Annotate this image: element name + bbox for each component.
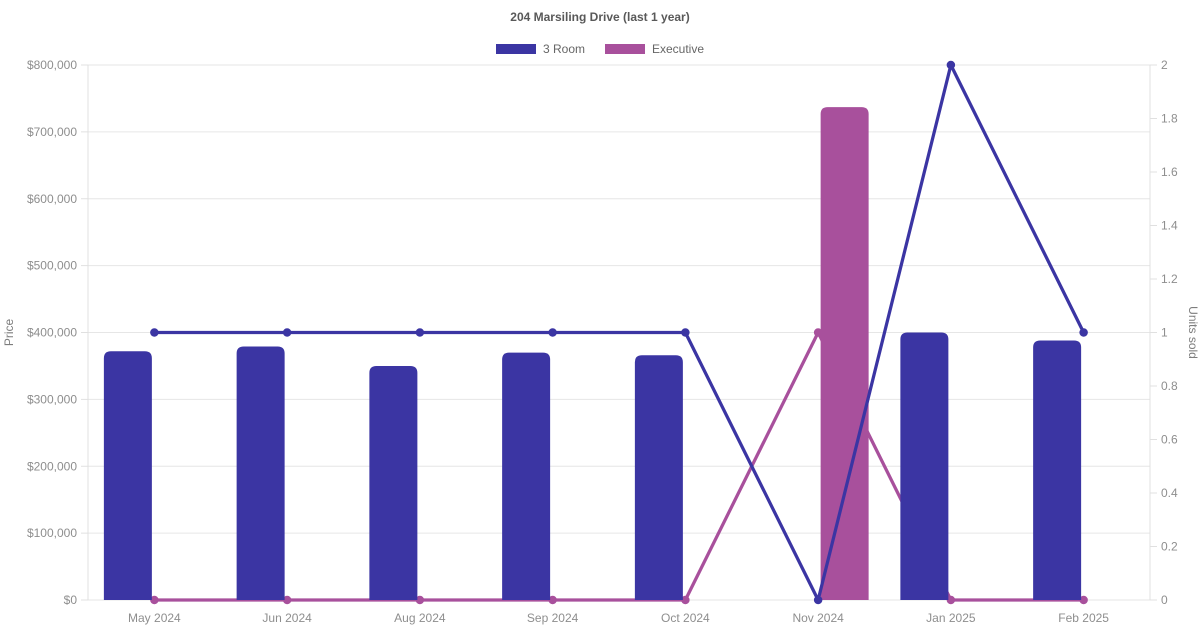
y2-axis-tick-label: 0 [1161,593,1168,607]
bar-3-room [236,346,285,600]
legend-item-3-room[interactable]: 3 Room [495,42,585,56]
x-axis-tick-label: Sep 2024 [527,611,579,625]
chart-title: 204 Marsiling Drive (last 1 year) [510,10,690,24]
point-executive [813,328,823,337]
point-executive [415,595,425,605]
point-executive [946,595,956,605]
bar-3-room [900,332,949,600]
x-axis-tick-label: Aug 2024 [394,611,446,625]
y2-axis-tick-label: 1.8 [1161,112,1178,126]
y2-axis-tick-label: 1.4 [1161,219,1178,233]
y-axis-tick-label: $200,000 [27,459,77,473]
y-axis-tick-label: $500,000 [27,259,77,273]
right-axis-title: Units sold [1186,306,1200,359]
y2-axis-tick-label: 1.6 [1161,165,1178,179]
point-3-room [415,328,425,337]
point-3-room [681,328,690,337]
legend-swatch-3-room [495,44,536,54]
x-axis-tick-label: Oct 2024 [661,611,710,625]
y-axis-tick-label: $100,000 [27,526,77,540]
left-axis-title: Price [2,319,16,347]
y-axis-tick-label: $700,000 [27,125,77,139]
y2-axis-tick-label: 2 [1161,58,1168,72]
point-3-room [150,328,159,337]
bar-3-room [103,351,152,600]
x-axis-tick-label: May 2024 [128,611,181,625]
y2-axis-tick-label: 0.2 [1161,540,1178,554]
bar-3-room [502,352,551,600]
legend-item-executive[interactable]: Executive [605,42,704,56]
point-3-room [1079,328,1088,337]
chart-legend: 3 Room Executive [0,42,1200,56]
legend-label-3-room: 3 Room [542,42,585,56]
y2-axis-tick-label: 1.2 [1161,272,1178,286]
bar-executive [820,107,869,600]
point-3-room [946,60,956,70]
legend-label-executive: Executive [652,42,705,56]
point-executive [681,595,690,605]
point-executive [548,595,557,605]
y-axis-tick-label: $800,000 [27,58,77,72]
point-3-room [548,328,557,337]
y2-axis-tick-label: 0.4 [1161,486,1178,500]
y-axis-tick-label: $0 [64,593,78,607]
x-axis-tick-label: Nov 2024 [792,611,844,625]
y2-axis-tick-label: 1 [1161,326,1168,340]
y-axis-tick-label: $300,000 [27,392,77,406]
x-axis-tick-label: Jan 2025 [926,611,976,625]
bar-3-room [1033,340,1082,600]
bar-3-room [634,355,683,600]
point-executive [150,595,159,605]
x-axis-tick-label: Jun 2024 [262,611,312,625]
point-executive [1079,595,1088,605]
line-3-room [152,63,1086,602]
bar-3-room [369,365,418,600]
y2-axis-tick-label: 0.8 [1161,379,1178,393]
point-executive [282,595,292,605]
y-axis-tick-label: $600,000 [27,192,77,206]
point-3-room [282,328,292,337]
y2-axis-tick-label: 0.6 [1161,433,1178,447]
legend-swatch-executive [605,44,645,54]
x-axis-tick-label: Feb 2025 [1058,611,1109,625]
y-axis-tick-label: $400,000 [27,326,77,340]
point-3-room [813,595,823,605]
